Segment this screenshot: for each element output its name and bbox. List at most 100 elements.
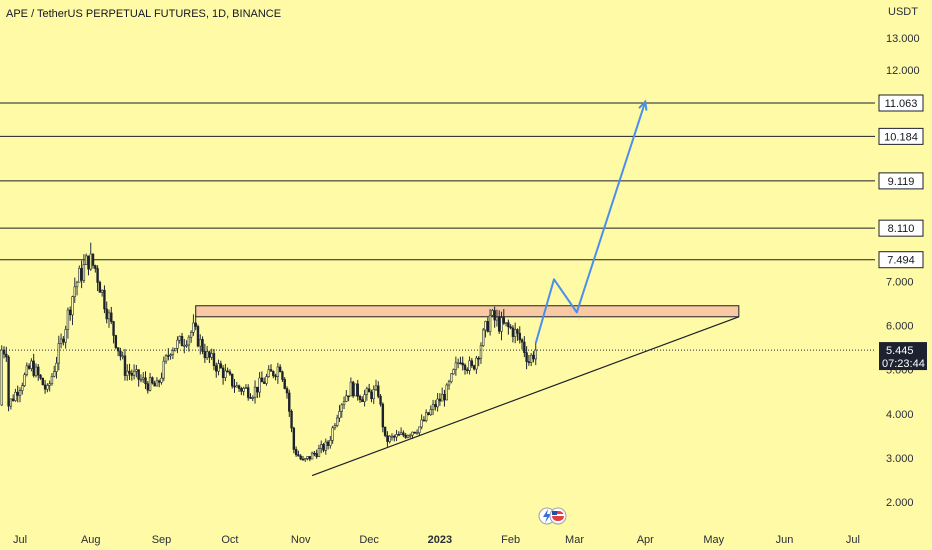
- candle-body: [114, 335, 118, 348]
- candle-body: [367, 388, 371, 393]
- candle-body: [443, 393, 446, 401]
- candle-body: [361, 399, 364, 402]
- projection-layer[interactable]: [534, 99, 648, 344]
- candle-body: [119, 350, 122, 357]
- candle-body: [281, 371, 284, 380]
- y-tick-label: 13.000: [886, 33, 920, 45]
- candle-body: [310, 452, 314, 460]
- candle-body: [142, 377, 145, 380]
- candle-body: [91, 253, 95, 266]
- candle-body: [71, 296, 74, 316]
- candle-body: [523, 341, 526, 353]
- candle-body: [55, 362, 58, 372]
- candle-body: [484, 321, 487, 331]
- level-badge-label: 10.184: [884, 131, 918, 143]
- candle-body: [128, 370, 131, 374]
- candle-body: [329, 439, 332, 446]
- horizontal-levels[interactable]: [0, 102, 875, 261]
- candle-body: [299, 455, 302, 460]
- candle-body: [228, 371, 232, 375]
- candle-body: [226, 370, 229, 373]
- candle-body: [274, 375, 277, 378]
- candle-body: [527, 361, 531, 363]
- candle-body: [445, 384, 448, 401]
- candle-body: [338, 411, 341, 419]
- candle-body: [383, 426, 387, 436]
- candle-body: [283, 379, 286, 389]
- candle-body: [340, 404, 343, 412]
- candle-body: [278, 366, 282, 373]
- candle-body: [112, 321, 115, 336]
- candle-body: [272, 371, 275, 377]
- candle-body: [32, 360, 35, 376]
- candle-body: [43, 384, 47, 390]
- projection-path[interactable]: [534, 101, 647, 344]
- candle-body: [62, 338, 65, 343]
- candle-body: [342, 401, 346, 406]
- candle-body: [160, 377, 163, 383]
- level-badge: [878, 219, 924, 237]
- candle-body: [217, 363, 220, 372]
- candle-body: [388, 435, 391, 442]
- resistance-zone-layer[interactable]: [195, 305, 740, 318]
- resistance-zone[interactable]: [195, 305, 740, 318]
- candle-body: [34, 366, 38, 376]
- candle-body: [116, 347, 120, 352]
- candle-body: [153, 382, 156, 387]
- candle-body: [418, 426, 421, 434]
- candle-body: [187, 336, 191, 346]
- time-axis[interactable]: Jul Aug Sep Oct Nov Dec 2023 Feb Mar Apr May Jun Jul: [13, 534, 860, 546]
- candle-body: [475, 357, 478, 370]
- candle-body: [370, 391, 373, 400]
- candle-body: [493, 310, 496, 321]
- candle-body: [201, 339, 204, 352]
- candle-body: [155, 380, 159, 387]
- candle-body: [518, 332, 521, 341]
- candle-body: [404, 434, 407, 438]
- x-tick-label: Mar: [565, 534, 584, 546]
- candle-body: [258, 377, 261, 393]
- candle-body: [424, 412, 428, 422]
- x-tick-label: Jun: [776, 534, 794, 546]
- trendline[interactable]: [311, 316, 740, 477]
- candle-body: [221, 367, 225, 378]
- candle-body: [413, 431, 416, 434]
- candle-body: [306, 456, 309, 459]
- candle-body: [402, 432, 405, 436]
- candle-body: [288, 392, 291, 412]
- candle-body: [82, 264, 86, 281]
- candle-body: [313, 452, 316, 455]
- candle-body: [379, 395, 382, 405]
- candle-body: [315, 453, 318, 457]
- candle-body: [285, 388, 289, 394]
- candle-body: [87, 255, 90, 270]
- candle-body: [69, 309, 72, 316]
- candle-body: [393, 435, 396, 438]
- candle-body: [502, 317, 505, 324]
- candle-body: [333, 425, 337, 429]
- flag-canton: [552, 511, 557, 515]
- candle-body: [468, 360, 471, 371]
- candle-body: [292, 427, 296, 450]
- event-icons[interactable]: [538, 507, 567, 525]
- candle-body: [7, 356, 10, 407]
- candle-body: [121, 355, 124, 358]
- candle-body: [253, 386, 257, 398]
- candle-body: [89, 253, 92, 270]
- time-axis-bg: [0, 523, 932, 550]
- candle-body: [395, 434, 398, 438]
- candle-body: [377, 385, 380, 397]
- x-tick-label: Sep: [152, 534, 172, 546]
- candle-body: [276, 366, 280, 377]
- candle-body: [247, 387, 250, 398]
- trendline-layer[interactable]: [311, 316, 740, 477]
- candle-body: [513, 329, 517, 337]
- candle-body: [144, 377, 147, 385]
- candle-body: [351, 381, 355, 397]
- candle-body: [16, 391, 19, 396]
- candle-body: [78, 268, 81, 283]
- candle-body: [534, 349, 537, 360]
- candle-body: [53, 371, 56, 377]
- candle-body: [130, 372, 134, 376]
